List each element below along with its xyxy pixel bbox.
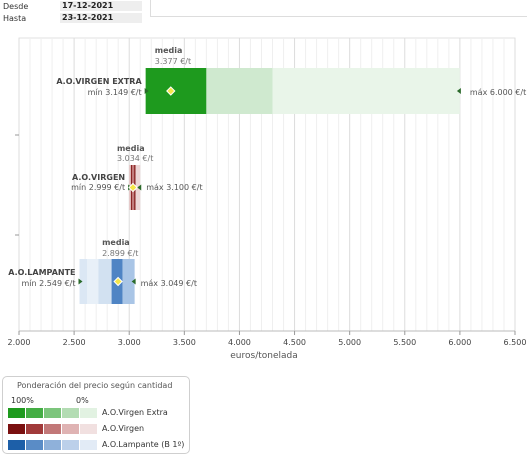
x-tick-label: 5.000 bbox=[338, 338, 361, 347]
header-side-panel bbox=[150, 0, 527, 17]
legend-swatch bbox=[44, 424, 61, 434]
legend-title: Ponderación del precio según cantidad bbox=[17, 381, 173, 390]
min-label: mín 2.999 €/t bbox=[71, 183, 125, 192]
legend-swatch bbox=[80, 424, 97, 434]
max-label: máx 3.100 €/t bbox=[146, 183, 202, 192]
legend-swatch bbox=[8, 408, 25, 418]
series-name: A.O.LAMPANTE bbox=[8, 268, 75, 277]
series-2: media 2.899 €/t A.O.LAMPANTE mín 2.549 €/t m… bbox=[8, 238, 197, 304]
legend-swatch bbox=[8, 424, 25, 434]
series-name: A.O.VIRGEN EXTRA bbox=[56, 77, 142, 86]
min-marker bbox=[144, 88, 149, 94]
media-title: media bbox=[117, 144, 145, 153]
legend-label: A.O.Virgen Extra bbox=[102, 408, 168, 417]
legend-swatch bbox=[44, 440, 61, 450]
x-tick-label: 4.500 bbox=[283, 338, 306, 347]
media-marker bbox=[128, 182, 138, 193]
x-tick-label: 5.500 bbox=[393, 338, 416, 347]
bar-segment bbox=[145, 68, 207, 114]
x-tick-label: 3.000 bbox=[118, 338, 141, 347]
x-axis-label: euros/tonelada bbox=[230, 351, 298, 361]
media-marker bbox=[166, 86, 176, 96]
min-marker bbox=[78, 278, 83, 285]
bar-segment bbox=[87, 259, 99, 304]
legend: Ponderación del precio según cantidad 10… bbox=[2, 376, 190, 454]
hasta-row: Hasta 23-12-2021 bbox=[0, 13, 142, 24]
media-title: media bbox=[155, 46, 183, 55]
legend-pct-high: 100% bbox=[11, 396, 34, 405]
x-tick-label: 6.500 bbox=[504, 338, 527, 347]
media-value: 2.899 €/t bbox=[102, 249, 138, 258]
x-tick-label: 4.000 bbox=[228, 338, 251, 347]
desde-value: 17-12-2021 bbox=[60, 1, 142, 11]
legend-swatch bbox=[26, 424, 43, 434]
legend-swatch bbox=[8, 440, 25, 450]
desde-row: Desde 17-12-2021 bbox=[0, 1, 142, 12]
legend-swatch bbox=[44, 408, 61, 418]
bar-segment bbox=[272, 68, 460, 114]
chart-bars: media 3.377 €/t A.O.VIRGEN EXTRA mín 3.149 … bbox=[8, 46, 526, 304]
series-0: media 3.377 €/t A.O.VIRGEN EXTRA mín 3.149 … bbox=[56, 46, 526, 114]
max-marker bbox=[456, 88, 461, 94]
max-label: máx 3.049 €/t bbox=[141, 279, 197, 288]
x-tick-label: 2.500 bbox=[63, 338, 86, 347]
bar-segment bbox=[122, 259, 135, 304]
legend-label: A.O.Lampante (B 1º) bbox=[102, 440, 185, 449]
bar-segment bbox=[98, 259, 112, 304]
legend-swatch bbox=[26, 408, 43, 418]
price-range-chart: 2.000 2.500 3.000 3.500 4.000 4.500 5.000 5.500… bbox=[8, 37, 527, 361]
legend-swatch bbox=[80, 440, 97, 450]
legend-swatch bbox=[62, 424, 79, 434]
legend-pct-low: 0% bbox=[76, 396, 89, 405]
hasta-label: Hasta bbox=[3, 14, 27, 23]
x-tick-label: 2.000 bbox=[8, 338, 31, 347]
series-name: A.O.VIRGEN bbox=[72, 173, 125, 182]
max-marker bbox=[131, 278, 136, 285]
x-tick-label: 6.000 bbox=[448, 338, 471, 347]
x-axis: 2.000 2.500 3.000 3.500 4.000 4.500 5.000 5.500… bbox=[8, 330, 527, 347]
min-label: mín 2.549 €/t bbox=[22, 279, 76, 288]
hasta-value: 23-12-2021 bbox=[60, 13, 142, 23]
max-marker bbox=[137, 184, 142, 191]
legend-label: A.O.Virgen bbox=[102, 424, 145, 433]
legend-swatch bbox=[62, 440, 79, 450]
legend-swatch bbox=[80, 408, 97, 418]
max-label: máx 6.000 €/t bbox=[470, 88, 526, 97]
x-tick-label: 3.500 bbox=[173, 338, 196, 347]
legend-swatch bbox=[26, 440, 43, 450]
min-label: mín 3.149 €/t bbox=[88, 88, 142, 97]
desde-label: Desde bbox=[3, 2, 29, 11]
media-title: media bbox=[102, 238, 130, 247]
media-value: 3.034 €/t bbox=[117, 154, 153, 163]
bar-segment bbox=[79, 259, 88, 304]
media-marker bbox=[113, 276, 123, 287]
bar-segment bbox=[206, 68, 273, 114]
media-value: 3.377 €/t bbox=[155, 57, 191, 66]
legend-swatch bbox=[62, 408, 79, 418]
